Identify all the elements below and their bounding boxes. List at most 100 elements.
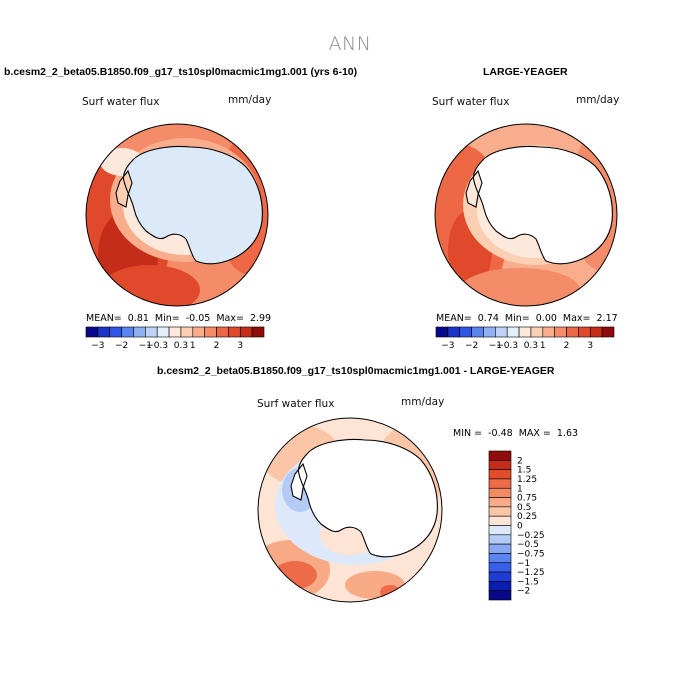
panel3-colorbar-segment — [488, 543, 512, 554]
panel2-colorbar-segment — [601, 326, 615, 338]
panel2-colorbar-segment — [566, 326, 579, 338]
panel3-colorbar-tick-label: 0.75 — [517, 494, 537, 504]
panel1-colorbar-tick-label: 3 — [237, 341, 243, 351]
panel2-min-label: Min= — [504, 313, 530, 324]
panel1-title: b.cesm2_2_beta05.B1850.f09_g17_ts10spl0m… — [4, 66, 358, 78]
panel2-colorbar-tick-label: −1 — [489, 341, 502, 351]
panel3-colorbar-segment — [488, 487, 512, 498]
panel1-colorbar-segment — [192, 326, 205, 338]
panel1-mean-label: MEAN= — [86, 313, 122, 324]
panel1-colorbar-segment — [156, 326, 170, 338]
panel2-colorbar-segment — [518, 326, 532, 338]
panel2-colorbar-segment — [542, 326, 555, 338]
panel1-colorbar-tick-label: 2 — [214, 341, 220, 351]
panel3-colorbar-tick-label: 0 — [517, 522, 523, 532]
panel1-colorbar-segment — [133, 326, 146, 338]
panel1-max-label: Max= — [216, 313, 244, 324]
panel1-colorbar-segment — [97, 326, 111, 338]
panel2-colorbar-tick-label: 0.3 — [524, 341, 538, 351]
panel3-colorbar-segment — [488, 534, 512, 545]
panel3-colorbar-segment — [488, 450, 512, 461]
panel1-colorbar: −3 −2 −1−0.3 0.3 1 2 3 — [85, 326, 265, 351]
panel1-colorbar-segment — [228, 326, 241, 338]
panel3-max-label: MAX = — [518, 428, 551, 439]
panel1-map — [85, 123, 269, 307]
panel3-colorbar-segment — [488, 590, 512, 601]
panel3-variable-label: Surf water flux — [257, 398, 335, 410]
panel3-colorbar-tick-label: −1 — [517, 559, 530, 569]
panel3-colorbar-tick-label: −1.5 — [517, 577, 539, 587]
panel1-colorbar-segment — [145, 326, 158, 338]
panel2-units-label: mm/day — [576, 94, 620, 106]
panel3-colorbar-segment — [488, 469, 512, 480]
panel2-mean-value: 0.74 — [477, 313, 499, 324]
panel3-max-value: 1.63 — [556, 428, 579, 439]
panel1-colorbar-tick-label: −3 — [91, 341, 104, 351]
panel3-colorbar-segment — [488, 478, 512, 489]
panel1-colorbar-tick-label: −2 — [115, 341, 128, 351]
panel2-colorbar-segment — [435, 326, 449, 338]
panel3-title: b.cesm2_2_beta05.B1850.f09_g17_ts10spl0m… — [157, 365, 555, 377]
panel1-colorbar-tick-label: 1 — [190, 341, 196, 351]
panel1-units-label: mm/day — [228, 94, 272, 106]
panel3-colorbar-segment — [488, 562, 512, 573]
panel1-colorbar-tick-label: −1 — [139, 341, 152, 351]
panel3-colorbar-tick-label: −1.25 — [517, 568, 545, 578]
panel3-colorbar-segment — [488, 460, 512, 470]
main-title: ANN — [328, 33, 372, 55]
panel1-colorbar-segment — [204, 326, 217, 338]
panel3-stats: MIN = -0.48 MAX = 1.63 — [453, 428, 584, 439]
panel1-colorbar-tick-label: 0.3 — [174, 341, 188, 351]
panel1-min-label: Min= — [154, 313, 180, 324]
panel1-variable-label: Surf water flux — [82, 96, 160, 108]
panel3-colorbar-segment — [488, 571, 512, 582]
panel1-colorbar-segment — [239, 326, 253, 338]
panel2-colorbar-segment — [471, 326, 484, 338]
panel3-colorbar-tick-label: −2 — [517, 587, 530, 597]
panel2-colorbar-segment — [589, 326, 603, 338]
panel1-mean-value: 0.81 — [127, 313, 149, 324]
panel2-colorbar-tick-label: −2 — [465, 341, 478, 351]
panel2-colorbar: −3 −2 −1−0.3 0.3 1 2 3 — [435, 326, 615, 351]
panel2-colorbar-segment — [495, 326, 508, 338]
panel3-colorbar-segment — [488, 525, 512, 536]
panel3-colorbar-tick-label: 1.25 — [517, 475, 537, 485]
panel2-colorbar-segment — [578, 326, 591, 338]
panel1-colorbar-segment — [168, 326, 182, 338]
panel1-colorbar-segment — [109, 326, 122, 338]
panel2-colorbar-tick-label: 3 — [587, 341, 593, 351]
panel1-colorbar-tick-label: −0.3 — [146, 341, 168, 351]
panel1-stats: MEAN= 0.81 Min= -0.05 Max= 2.99 — [86, 313, 277, 324]
panel2-colorbar-segment — [506, 326, 520, 338]
panel3-colorbar-segment — [488, 553, 512, 564]
panel2-min-value: 0.00 — [535, 313, 557, 324]
panel3-map — [257, 417, 443, 603]
panel2-colorbar-segment — [530, 326, 544, 338]
panel3-colorbar-segment — [488, 497, 512, 508]
panel2-colorbar-segment — [459, 326, 472, 338]
panel1-max-value: 2.99 — [249, 313, 272, 324]
panel2-max-label: Max= — [562, 313, 591, 324]
panel3-min-value: -0.48 — [488, 428, 513, 439]
panel3-colorbar: 21.51.2510.750.50.250−0.25−0.5−0.75−1−1.… — [488, 450, 545, 601]
panel3-units-label: mm/day — [401, 396, 445, 408]
panel3-colorbar-tick-label: 2 — [517, 456, 523, 466]
panel1-min-value: -0.05 — [185, 313, 211, 324]
panel2-title: LARGE-YEAGER — [483, 66, 568, 78]
panel2-colorbar-segment — [447, 326, 461, 338]
panel3-colorbar-tick-label: 1 — [517, 484, 523, 494]
panel2-map — [434, 123, 618, 307]
panel3-min-label: MIN = — [453, 428, 483, 439]
panel2-colorbar-tick-label: −3 — [441, 341, 454, 351]
panel2-colorbar-segment — [483, 326, 496, 338]
panel3-colorbar-tick-label: −0.25 — [517, 531, 545, 541]
panel3-colorbar-tick-label: −0.75 — [517, 549, 545, 559]
panel2-mean-label: MEAN= — [436, 313, 472, 324]
panel2-colorbar-tick-label: 1 — [540, 341, 546, 351]
panel3-colorbar-tick-label: 0.25 — [517, 512, 537, 522]
panel2-colorbar-tick-label: 2 — [564, 341, 570, 351]
panel1-colorbar-segment — [85, 326, 99, 338]
panel2-variable-label: Surf water flux — [432, 96, 510, 108]
panel3-colorbar-tick-label: 0.5 — [517, 503, 531, 513]
